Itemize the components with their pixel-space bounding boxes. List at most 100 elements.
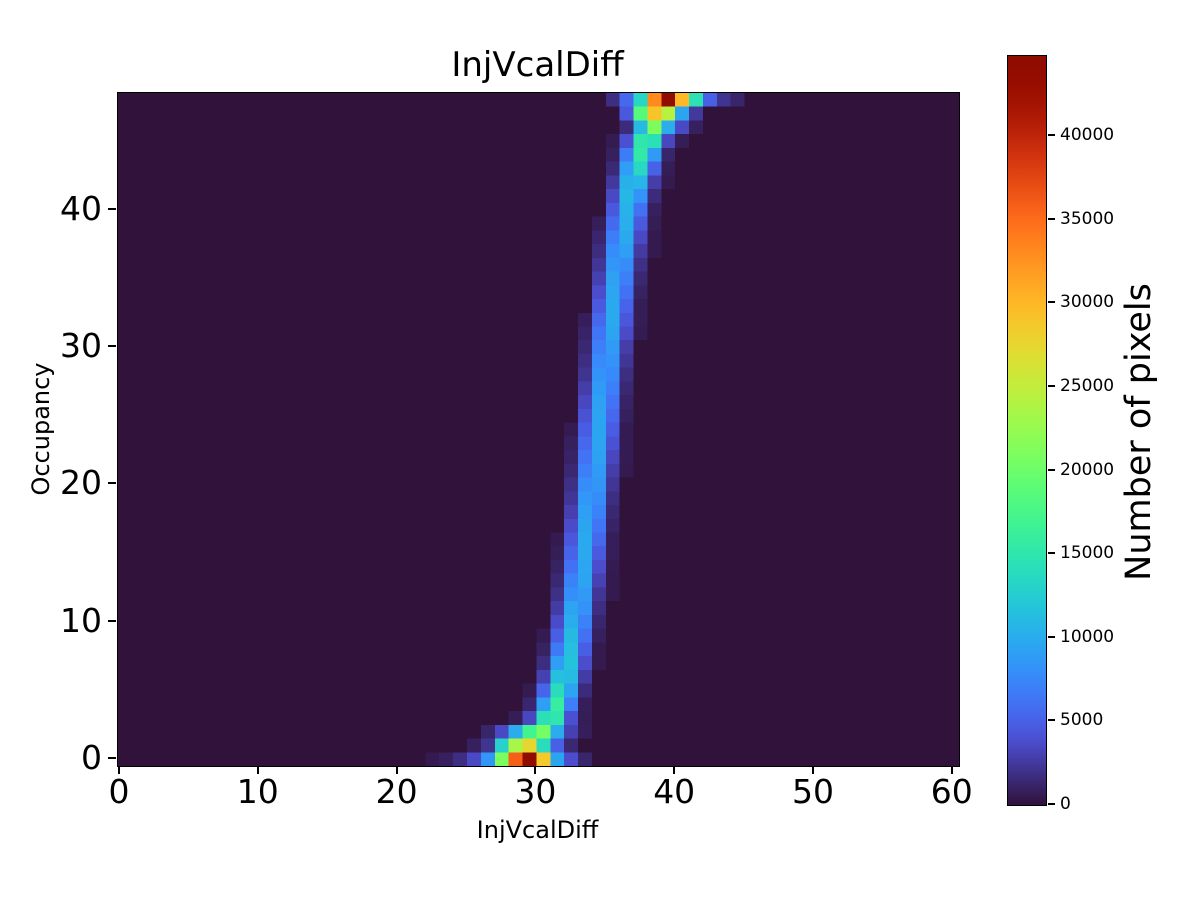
x-tick-label: 10 — [236, 772, 279, 811]
heatmap-cell — [591, 559, 606, 574]
heatmap-cell — [605, 559, 620, 574]
heatmap-cell — [550, 601, 565, 615]
heatmap-cell — [591, 546, 606, 560]
heatmap-cell — [550, 559, 565, 574]
heatmap-cell — [633, 106, 648, 121]
heatmap-cell — [578, 697, 592, 712]
colorbar-tick-mark — [1048, 803, 1055, 805]
heatmap-cell — [689, 106, 703, 121]
heatmap-cell — [605, 271, 620, 286]
heatmap-cell — [605, 230, 620, 245]
heatmap-cell — [633, 244, 648, 258]
colorbar-tick-label: 40000 — [1060, 125, 1115, 146]
heatmap-cell — [675, 134, 690, 148]
heatmap-cell — [591, 518, 606, 533]
x-tick-label: 50 — [792, 772, 834, 811]
heatmap-cell — [564, 642, 579, 657]
colorbar-tick-mark — [1048, 385, 1055, 388]
heatmap-cell — [564, 683, 579, 698]
heatmap-cell — [675, 93, 690, 107]
heatmap-cell — [619, 134, 634, 148]
heatmap-cell — [591, 450, 606, 464]
heatmap-cell — [578, 312, 592, 327]
heatmap-cell — [494, 752, 509, 766]
chart-title: InjVcalDiff — [451, 45, 624, 85]
heatmap-cell — [550, 738, 565, 753]
heatmap-cell — [605, 381, 620, 396]
heatmap-cell — [578, 408, 592, 423]
heatmap-cell — [564, 601, 579, 615]
heatmap-cell — [605, 353, 620, 368]
colorbar-tick-mark — [1048, 468, 1055, 471]
heatmap-cell — [661, 147, 676, 162]
heatmap-cell — [564, 724, 579, 739]
heatmap-cell — [564, 518, 579, 533]
heatmap-cell — [578, 491, 592, 506]
y-tick-mark — [108, 345, 116, 348]
heatmap-cell — [605, 408, 620, 423]
heatmap-cell — [661, 93, 676, 107]
heatmap-cell — [619, 312, 634, 327]
heatmap-cell — [564, 463, 579, 478]
y-tick-mark — [108, 757, 116, 760]
heatmap-cell — [647, 134, 662, 148]
heatmap-cell — [605, 340, 620, 354]
heatmap-cell — [689, 93, 703, 107]
heatmap-cell — [591, 532, 606, 547]
heatmap-cell — [605, 395, 620, 409]
y-tick-label: 30 — [60, 326, 102, 366]
heatmap-cell — [536, 642, 551, 657]
heatmap-cell — [591, 353, 606, 368]
heatmap-cell — [633, 93, 648, 107]
x-tick-mark — [118, 766, 120, 774]
heatmap-cell — [605, 134, 620, 148]
heatmap-cell — [619, 367, 634, 382]
y-tick-label: 40 — [60, 188, 102, 228]
heatmap-cell — [647, 106, 662, 121]
heatmap-cell — [619, 216, 634, 231]
heatmap-cell — [494, 738, 509, 753]
heatmap-cell — [605, 244, 620, 258]
heatmap-cell — [716, 93, 731, 107]
heatmap-cell — [605, 299, 620, 313]
heatmap-cell — [591, 299, 606, 313]
heatmap-cell — [619, 340, 634, 354]
heatmap-cell — [591, 422, 606, 437]
heatmap-cell — [578, 326, 592, 341]
heatmap-cell — [661, 134, 676, 148]
heatmap-cell — [550, 628, 565, 643]
heatmap-cell — [591, 395, 606, 409]
heatmap-cell — [591, 340, 606, 354]
heatmap-cell — [605, 436, 620, 451]
heatmap-cell — [730, 93, 745, 107]
heatmap-cell — [591, 408, 606, 423]
x-tick-label: 30 — [514, 772, 557, 811]
heatmap-cell — [633, 285, 648, 300]
heatmap-cell — [647, 202, 662, 217]
heatmap-cell — [619, 395, 634, 409]
heatmap-cell — [550, 532, 565, 547]
heatmap-cell — [619, 244, 634, 258]
heatmap-cell — [619, 271, 634, 286]
heatmap-cell — [591, 436, 606, 451]
heatmap-cell — [578, 628, 592, 643]
heatmap-cell — [633, 271, 648, 286]
heatmap-cell — [702, 93, 717, 107]
heatmap-cell — [605, 175, 620, 190]
heatmap-cell — [564, 614, 579, 629]
heatmap-cell — [453, 752, 467, 766]
heatmap-cell — [647, 244, 662, 258]
heatmap-cell — [591, 477, 606, 492]
heatmap-cell — [619, 381, 634, 396]
heatmap-cell — [536, 628, 551, 643]
heatmap-cell — [605, 463, 620, 478]
heatmap-canvas — [425, 93, 745, 766]
heatmap-cell — [647, 93, 662, 107]
heatmap-cell — [494, 724, 509, 739]
heatmap-cell — [605, 93, 620, 107]
heatmap-cell — [619, 408, 634, 423]
x-tick-mark — [256, 766, 259, 774]
x-tick-label: 0 — [108, 772, 130, 811]
heatmap-cell — [647, 230, 662, 245]
heatmap-cell — [605, 147, 620, 162]
